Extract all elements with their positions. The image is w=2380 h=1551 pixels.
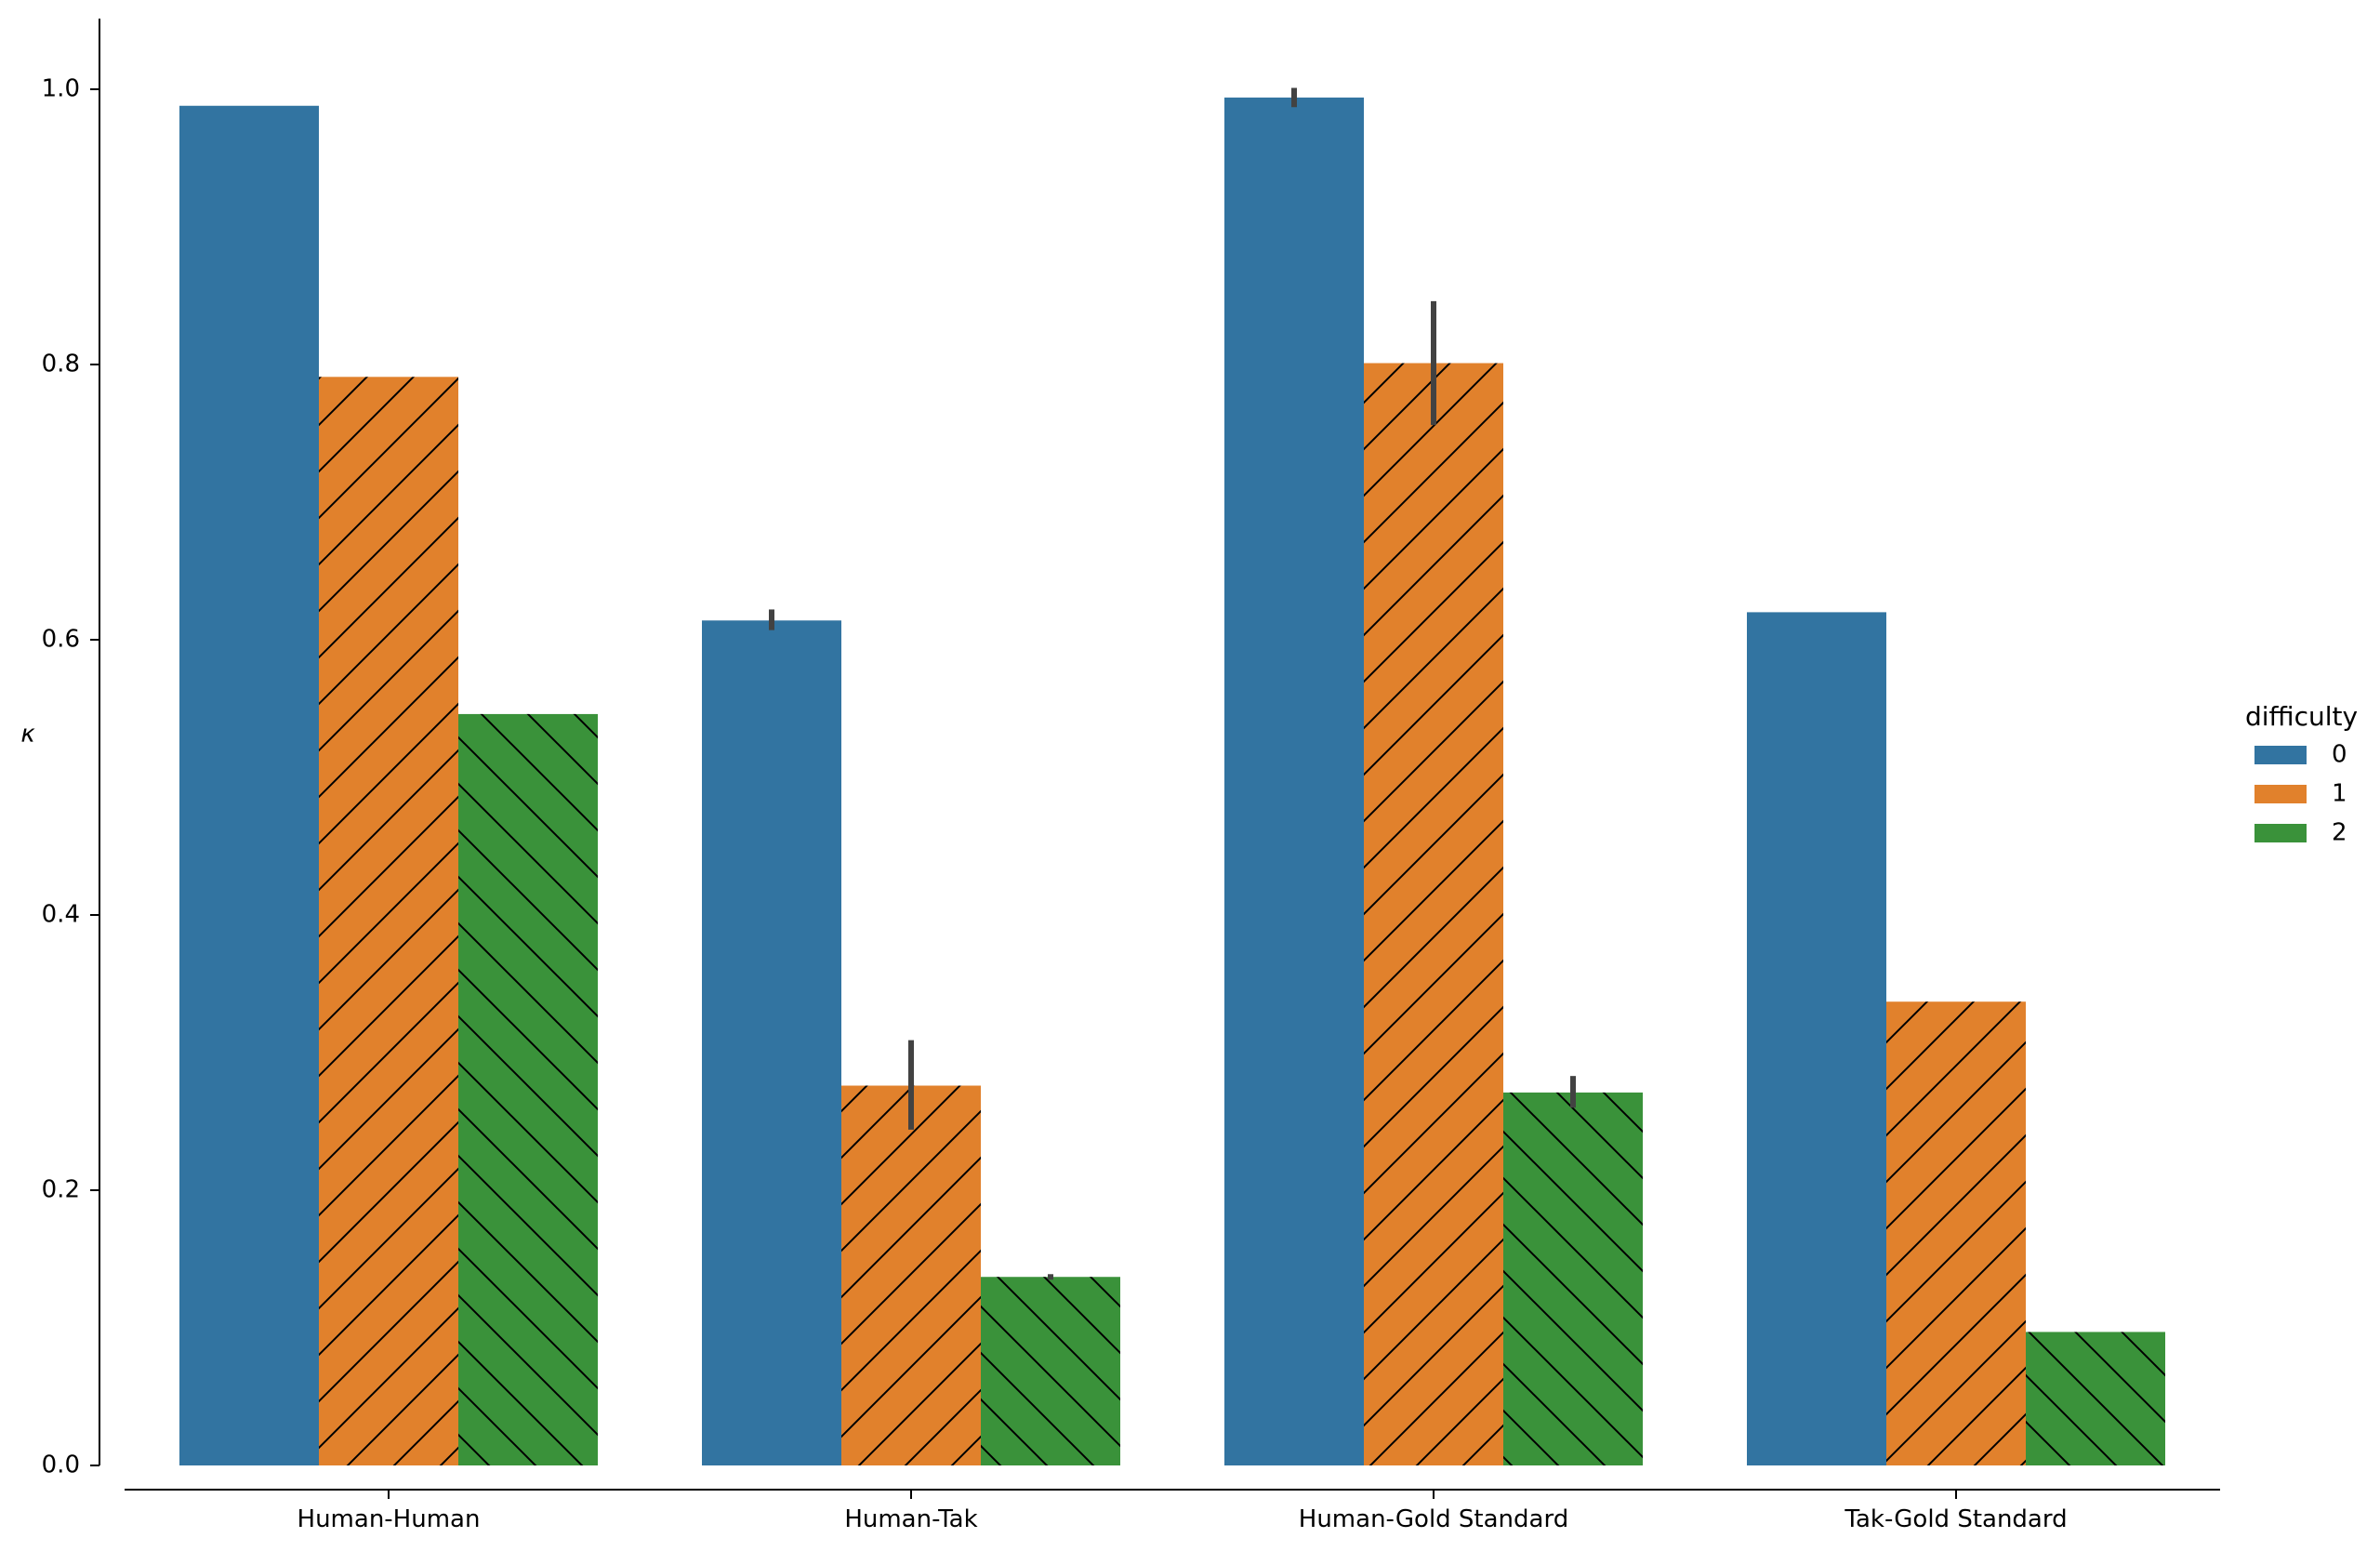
legend-items: 0 1 2 — [2254, 741, 2347, 847]
x-tick-label: Tak-Gold Standard — [1844, 1505, 2067, 1533]
y-tick-label: 0.6 — [42, 626, 80, 654]
legend-swatch-0 — [2254, 746, 2307, 764]
bar-hatch-human-tak-difficulty-2 — [981, 1277, 1120, 1465]
bar-hatch-human-tak-difficulty-1 — [841, 1085, 981, 1465]
bar-hatch-tak-gold-standard-difficulty-2 — [2026, 1332, 2165, 1465]
bar-human-gold-standard-difficulty-0 — [1224, 97, 1364, 1465]
y-tick-label: 1.0 — [42, 75, 80, 103]
legend-label-0: 0 — [2332, 741, 2347, 769]
legend-swatch-1 — [2254, 785, 2307, 803]
y-tick-label: 0.2 — [42, 1176, 80, 1204]
bar-human-tak-difficulty-0 — [702, 620, 841, 1465]
x-axis: Human-Human Human-Tak Human-Gold Standard T… — [125, 1489, 2220, 1533]
y-tick-label: 0.4 — [42, 901, 80, 929]
bar-human-human-difficulty-0 — [179, 105, 319, 1465]
y-tick-label: 0.8 — [42, 351, 80, 378]
legend-swatch-2 — [2254, 824, 2307, 842]
bar-hatch-human-human-difficulty-1 — [319, 377, 458, 1465]
x-tick-label: Human-Gold Standard — [1299, 1505, 1568, 1533]
error-bars-layer — [769, 87, 1576, 1280]
bars-layer — [179, 97, 2165, 1465]
y-ticks: 0.0 0.2 0.4 0.6 0.8 1.0 — [42, 75, 99, 1479]
y-tick-label: 0.0 — [42, 1452, 80, 1479]
legend: difficulty 0 1 2 — [2245, 701, 2358, 847]
bar-hatch-human-gold-standard-difficulty-1 — [1364, 363, 1503, 1465]
y-axis-label: κ — [20, 721, 35, 749]
bar-hatch-human-gold-standard-difficulty-2 — [1503, 1092, 1643, 1465]
bar-tak-gold-standard-difficulty-0 — [1747, 612, 1886, 1465]
x-ticks: Human-Human Human-Tak Human-Gold Standard T… — [298, 1490, 2068, 1533]
legend-label-1: 1 — [2332, 780, 2347, 808]
x-tick-label: Human-Human — [298, 1505, 481, 1533]
legend-label-2: 2 — [2332, 819, 2347, 847]
x-tick-label: Human-Tak — [844, 1505, 977, 1533]
bar-hatch-tak-gold-standard-difficulty-1 — [1886, 1001, 2026, 1465]
legend-title: difficulty — [2245, 701, 2358, 732]
bar-hatch-human-human-difficulty-2 — [458, 713, 598, 1465]
y-axis: 0.0 0.2 0.4 0.6 0.8 1.0 κ — [20, 19, 100, 1479]
